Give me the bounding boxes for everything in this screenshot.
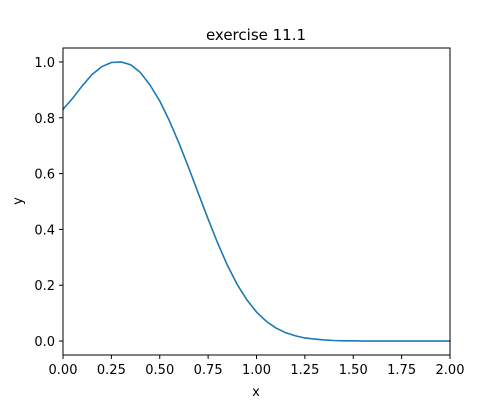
y-tick-label: 0.2 [34, 279, 55, 294]
y-tick-label: 0.4 [34, 223, 55, 238]
series-line [62, 61, 451, 342]
y-tick-label: 0.0 [34, 335, 55, 350]
x-axis-label: x [252, 385, 260, 400]
y-tick-label: 0.6 [34, 168, 55, 183]
plot-frame [62, 47, 451, 356]
x-tick-label: 1.25 [290, 363, 319, 378]
x-tick-label: 1.75 [387, 363, 416, 378]
x-tick-label: 1.50 [339, 363, 368, 378]
x-tick-label: 0.25 [97, 363, 126, 378]
x-tick-label: 0.50 [145, 363, 174, 378]
series-layer [62, 61, 451, 342]
x-tick-label: 0.75 [194, 363, 223, 378]
y-tick-label: 0.8 [34, 112, 55, 127]
y-axis-label: y [11, 197, 26, 205]
chart-title: exercise 11.1 [206, 26, 306, 44]
x-tick-label: 1.00 [242, 363, 271, 378]
x-tick-label: 0.00 [49, 363, 78, 378]
x-tick-label: 2.00 [436, 363, 465, 378]
axis-ticks: 0.00 0.25 0.50 0.75 1.00 1.25 1.50 1.75 2.00 0.0 0… [34, 56, 464, 378]
y-tick-label: 1.0 [34, 56, 55, 71]
